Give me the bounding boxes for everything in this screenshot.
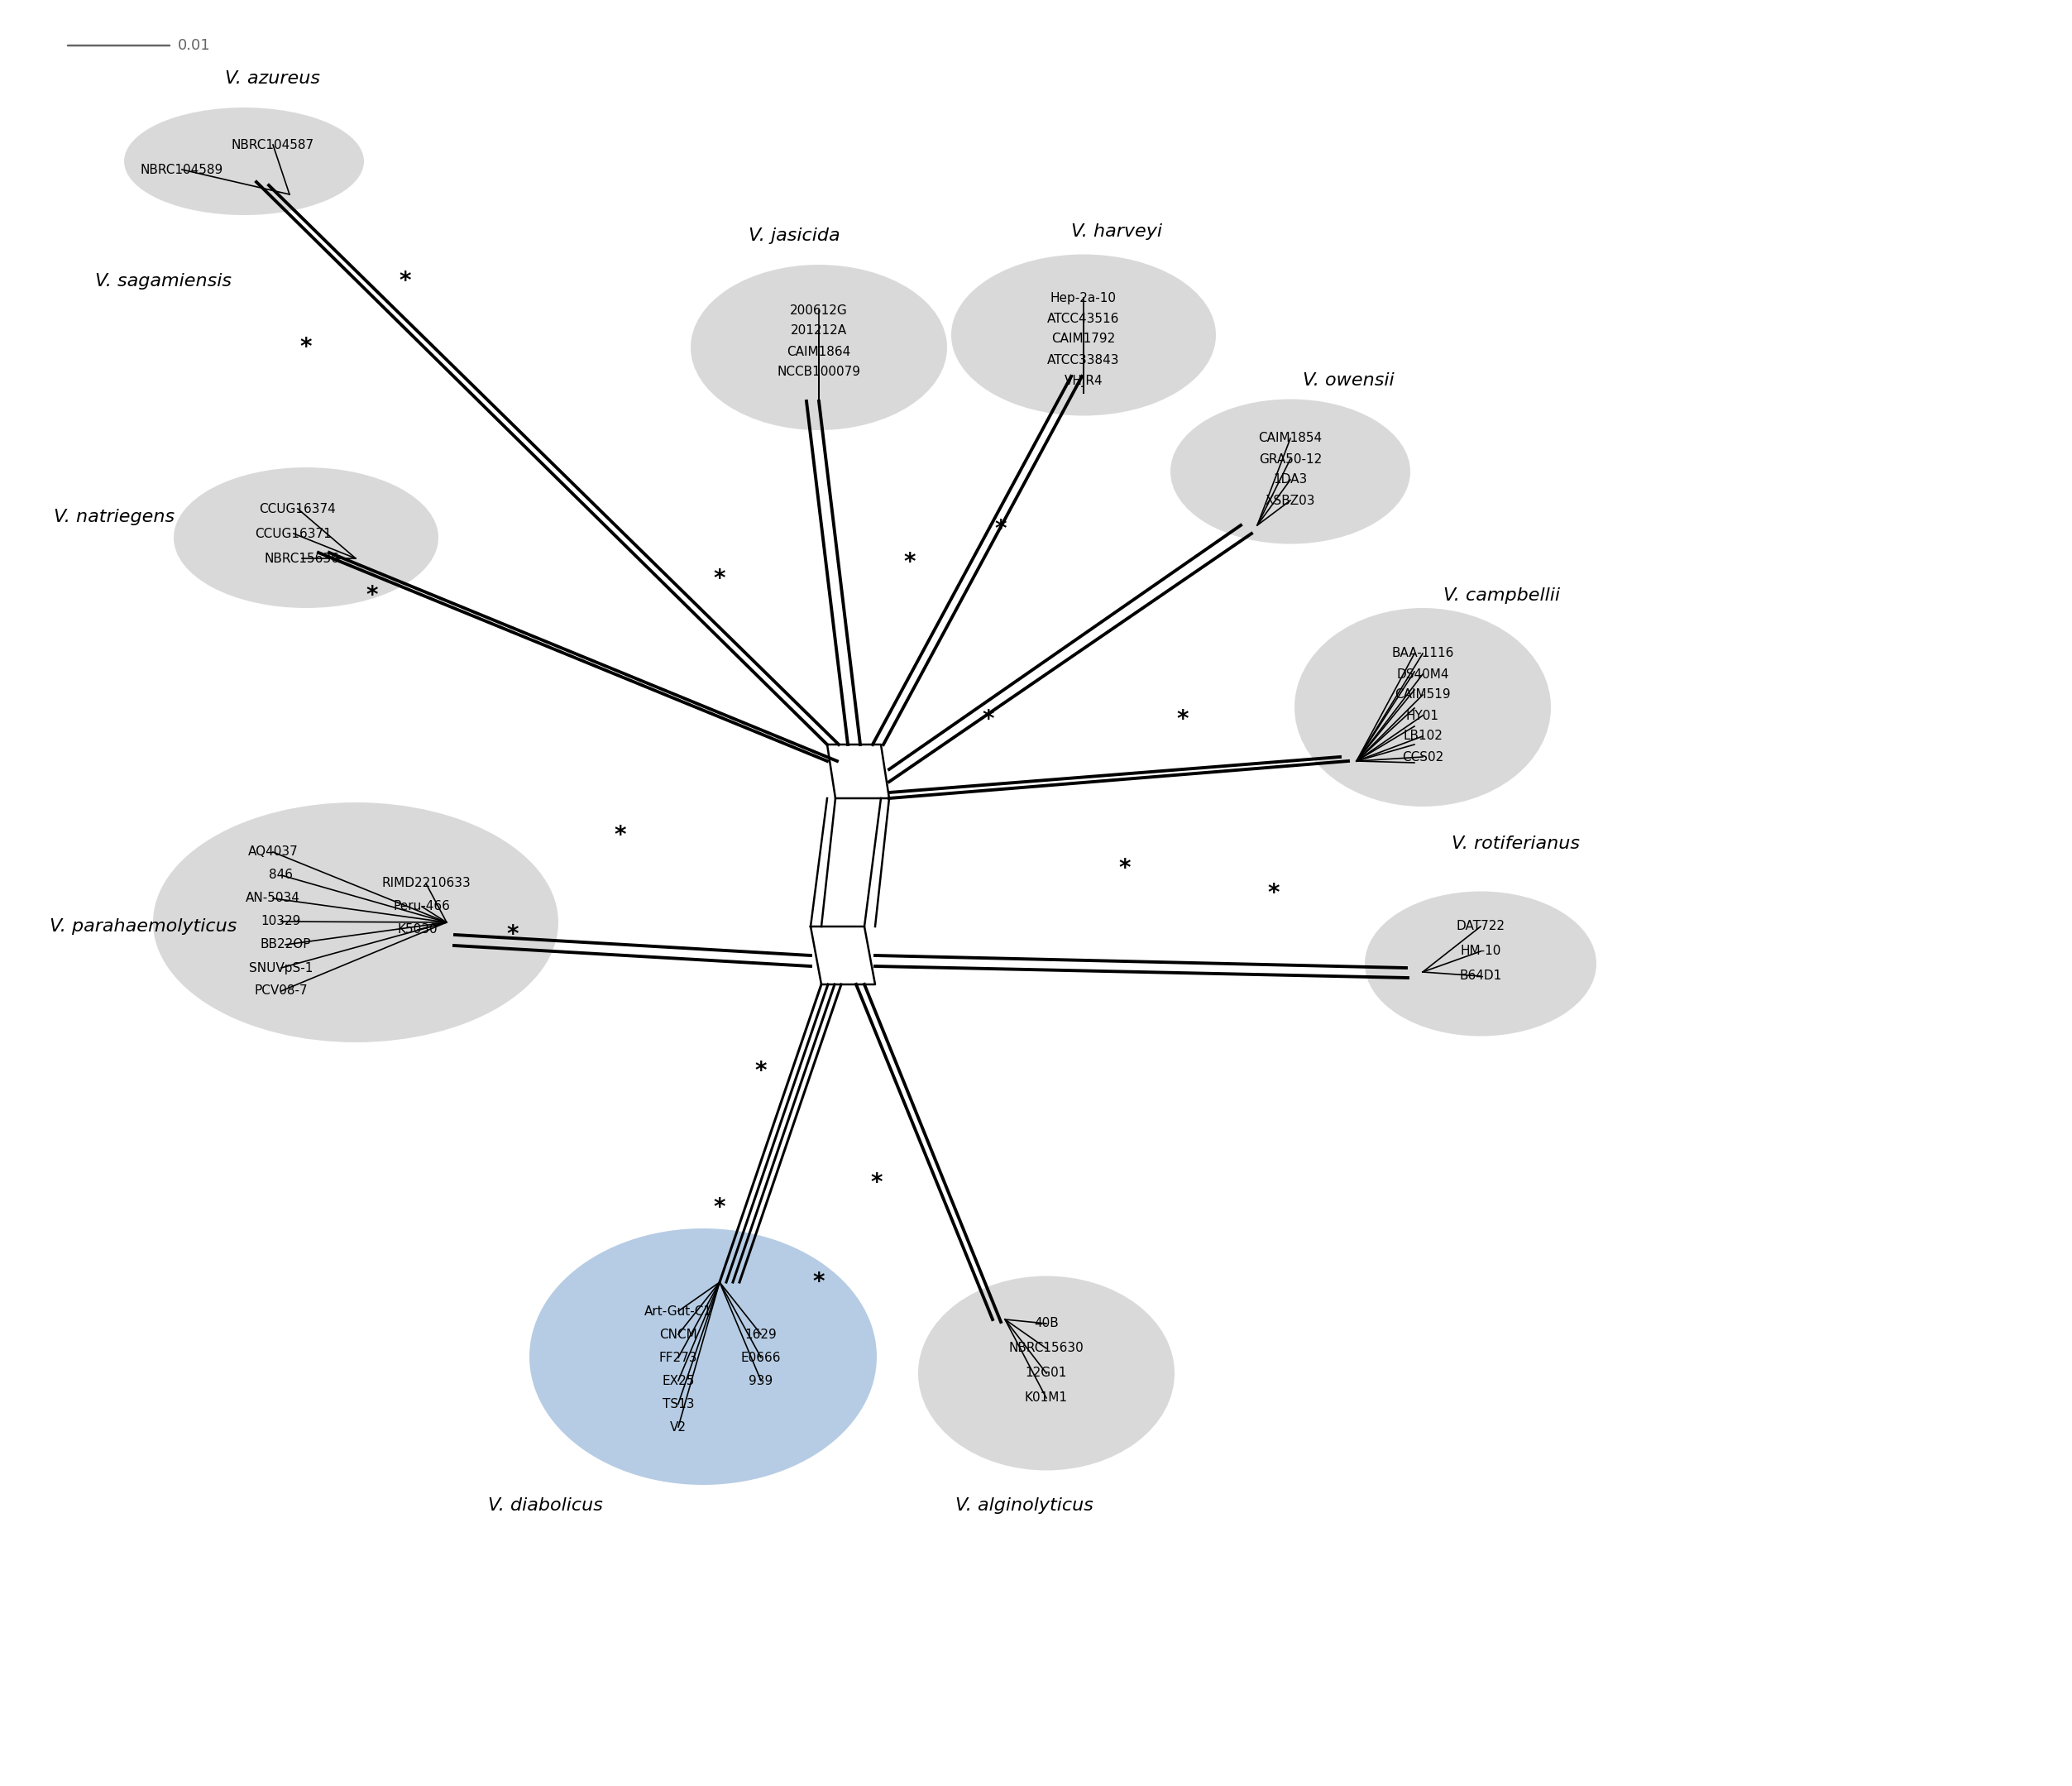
Text: V. owensii: V. owensii [1303, 371, 1394, 389]
Ellipse shape [124, 107, 365, 214]
Text: TS13: TS13 [663, 1398, 694, 1409]
Text: V. jasicida: V. jasicida [748, 227, 839, 245]
Text: V. harveyi: V. harveyi [1071, 223, 1162, 239]
Ellipse shape [528, 1229, 876, 1484]
Text: *: * [400, 270, 412, 293]
Text: *: * [508, 923, 518, 947]
Text: V. rotiferianus: V. rotiferianus [1452, 836, 1579, 852]
Ellipse shape [1295, 607, 1552, 807]
Text: RIMD2210633: RIMD2210633 [381, 877, 470, 889]
Text: *: * [870, 1172, 883, 1195]
Text: V2: V2 [669, 1422, 686, 1432]
Text: *: * [713, 1197, 725, 1220]
Text: CCUG16374: CCUG16374 [259, 502, 336, 514]
Text: *: * [812, 1270, 825, 1293]
Text: E0666: E0666 [742, 1352, 781, 1365]
Text: Art-Gut-C1: Art-Gut-C1 [644, 1306, 713, 1318]
Text: Peru-466: Peru-466 [394, 900, 450, 913]
Text: CNCM: CNCM [659, 1329, 696, 1341]
Text: BB22OP: BB22OP [259, 938, 311, 950]
Text: CCUG16371: CCUG16371 [255, 527, 332, 539]
Text: V. azureus: V. azureus [226, 70, 321, 88]
Text: CAIM519: CAIM519 [1394, 689, 1450, 702]
Text: 939: 939 [748, 1375, 773, 1388]
Ellipse shape [951, 254, 1216, 416]
Text: AQ4037: AQ4037 [249, 847, 298, 859]
Text: V. parahaemolyticus: V. parahaemolyticus [50, 918, 236, 934]
Text: DAT722: DAT722 [1457, 920, 1504, 932]
Ellipse shape [690, 264, 947, 430]
Text: 1629: 1629 [746, 1329, 777, 1341]
Text: 40B: 40B [1034, 1318, 1059, 1331]
Text: *: * [1177, 707, 1189, 730]
Text: *: * [1119, 857, 1131, 880]
Text: LB102: LB102 [1403, 730, 1442, 743]
Ellipse shape [174, 468, 439, 607]
Text: *: * [300, 336, 313, 359]
Text: AN-5034: AN-5034 [247, 893, 300, 904]
Text: *: * [367, 584, 379, 607]
Text: V. natriegens: V. natriegens [54, 509, 174, 525]
Text: 200612G: 200612G [789, 304, 847, 316]
Text: NCCB100079: NCCB100079 [777, 366, 860, 379]
Text: 201212A: 201212A [792, 325, 847, 338]
Text: CAIM1864: CAIM1864 [787, 345, 852, 357]
Text: EX25: EX25 [661, 1375, 694, 1388]
Text: *: * [995, 518, 1007, 541]
Text: DS40M4: DS40M4 [1397, 668, 1448, 680]
Text: 12G01: 12G01 [1026, 1366, 1067, 1379]
Text: GRA50-12: GRA50-12 [1260, 454, 1322, 466]
Text: NBRC104589: NBRC104589 [141, 163, 224, 175]
Text: 1DA3: 1DA3 [1274, 473, 1307, 486]
Text: V. sagamiensis: V. sagamiensis [95, 273, 232, 289]
Text: K5030: K5030 [398, 923, 437, 936]
Text: CAIM1854: CAIM1854 [1258, 432, 1322, 445]
Text: HM-10: HM-10 [1461, 945, 1500, 957]
Text: 846: 846 [269, 870, 294, 882]
Text: PCV08-7: PCV08-7 [255, 984, 309, 997]
Text: SNUVpS-1: SNUVpS-1 [249, 961, 313, 973]
Text: V. campbellii: V. campbellii [1444, 588, 1560, 604]
Text: NBRC15630: NBRC15630 [1009, 1343, 1084, 1354]
Ellipse shape [153, 802, 557, 1043]
Text: *: * [903, 550, 916, 573]
Text: XSBZ03: XSBZ03 [1266, 495, 1316, 507]
Text: FF273: FF273 [659, 1352, 698, 1365]
Text: V. alginolyticus: V. alginolyticus [955, 1497, 1094, 1515]
Text: NBRC104587: NBRC104587 [232, 139, 315, 152]
Text: ATCC43516: ATCC43516 [1048, 313, 1119, 325]
Text: BAA-1116: BAA-1116 [1392, 647, 1455, 659]
Text: HY01: HY01 [1407, 709, 1440, 722]
Ellipse shape [1171, 398, 1411, 545]
Text: *: * [1268, 882, 1280, 906]
Text: CCS02: CCS02 [1403, 750, 1444, 763]
Text: *: * [982, 707, 995, 730]
Text: CAIM1792: CAIM1792 [1053, 332, 1115, 345]
Text: *: * [615, 823, 626, 847]
Ellipse shape [1365, 891, 1595, 1036]
Text: 10329: 10329 [261, 916, 300, 927]
Text: *: * [754, 1059, 767, 1082]
Text: *: * [713, 568, 725, 591]
Text: Hep-2a-10: Hep-2a-10 [1051, 291, 1117, 304]
Ellipse shape [918, 1275, 1175, 1470]
Text: V. diabolicus: V. diabolicus [489, 1497, 603, 1515]
Text: VHJR4: VHJR4 [1065, 375, 1102, 388]
Text: ATCC33843: ATCC33843 [1046, 354, 1119, 366]
Text: NBRC15636: NBRC15636 [265, 552, 340, 564]
Text: B64D1: B64D1 [1459, 970, 1502, 982]
Text: 0.01: 0.01 [178, 38, 211, 54]
Text: K01M1: K01M1 [1026, 1391, 1067, 1404]
